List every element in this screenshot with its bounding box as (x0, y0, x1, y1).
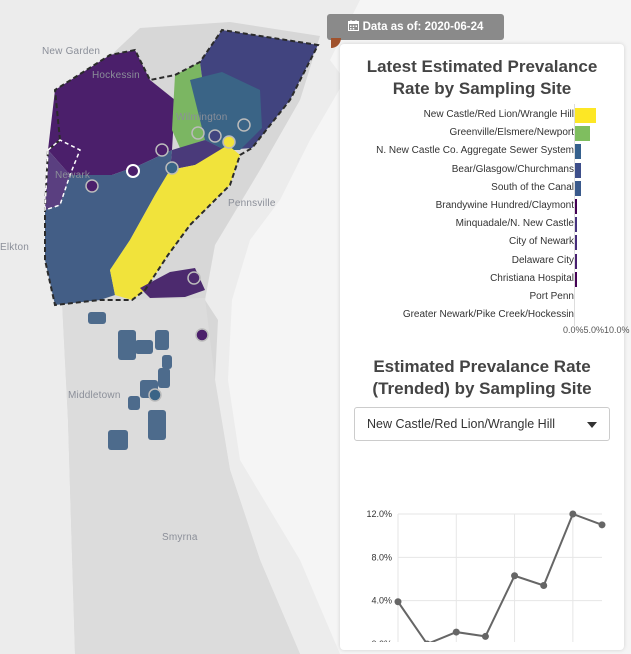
bar-label: City of Newark (508, 236, 574, 248)
bar[interactable] (575, 217, 578, 233)
data-point[interactable] (452, 628, 460, 636)
bar-axis-tick-labels: 0.0%5.0%10.0% (563, 325, 630, 335)
south-county-region (62, 298, 300, 654)
region-new-castle-red-lion-wrangle-hill[interactable] (110, 145, 240, 300)
bar[interactable] (575, 199, 578, 214)
bar[interactable] (575, 126, 590, 142)
bar-axis-line (574, 104, 575, 326)
bar-label: N. New Castle Co. Aggregate Sewer System (376, 145, 574, 157)
bar[interactable] (575, 162, 582, 178)
site-marker[interactable] (155, 143, 169, 157)
site-marker[interactable] (165, 161, 179, 175)
y-tick-label: 12.0% (366, 509, 392, 519)
y-tick-label: 0.0% (371, 639, 392, 642)
data-point[interactable] (569, 510, 577, 518)
data-point[interactable] (540, 582, 548, 589)
trend-chart-title-line2: (Trended) by Sampling Site (372, 379, 592, 398)
county-dashed-outline (44, 28, 320, 307)
bar-label: Greater Newark/Pike Creek/Hockessin (402, 309, 574, 321)
data-point[interactable] (598, 521, 606, 529)
place-label: Elkton (0, 242, 29, 253)
bar-chart-title-line2: Rate by Sampling Site (392, 79, 572, 98)
info-panel: Latest Estimated Prevalance Rate by Samp… (340, 44, 630, 650)
bar-chart-title-line1: Latest Estimated Prevalance (366, 57, 598, 76)
sampling-site-markers[interactable] (85, 118, 251, 402)
newark-dashed-outline (44, 139, 81, 212)
bar-chart-title: Latest Estimated Prevalance Rate by Samp… (340, 56, 624, 100)
caret-down-icon (587, 422, 597, 428)
y-tick-label: 8.0% (371, 552, 392, 562)
data-point[interactable] (424, 640, 431, 643)
data-point[interactable] (394, 598, 402, 606)
site-marker[interactable] (148, 388, 162, 402)
region-bear-glasgow-churchmans[interactable] (45, 150, 172, 305)
bar[interactable] (575, 253, 577, 269)
bar[interactable] (575, 235, 578, 251)
site-select-dropdown[interactable]: New Castle/Red Lion/Wrangle Hill (354, 407, 610, 441)
bar-label: Greenville/Elsmere/Newport (449, 127, 575, 139)
place-label: Middletown (68, 390, 121, 401)
bar-label: Christiana Hospital (490, 272, 574, 284)
south-of-canal-parcels[interactable] (88, 312, 172, 450)
corner-marker (331, 38, 341, 48)
y-tick-label: 4.0% (371, 596, 392, 606)
data-date-text: Data as of: 2020-06-24 (362, 21, 484, 33)
region-greater-newark-pike-creek-hockessin[interactable] (48, 50, 175, 175)
site-marker[interactable] (187, 271, 201, 285)
trend-chart-title: Estimated Prevalance Rate (Trended) by S… (340, 356, 624, 400)
calendar-icon (347, 20, 359, 34)
prevalence-bar-chart[interactable]: 0.0%5.0%10.0% New Castle/Red Lion/Wrangl… (340, 104, 630, 344)
site-marker[interactable] (208, 129, 222, 143)
trend-chart-title-line1: Estimated Prevalance Rate (373, 357, 591, 376)
series-line (397, 512, 603, 642)
site-marker[interactable] (222, 135, 236, 149)
data-point[interactable] (481, 632, 489, 640)
bar-label: Port Penn (529, 291, 574, 302)
bar[interactable] (575, 144, 582, 160)
site-marker[interactable] (195, 328, 209, 342)
bar-label: Delaware City (511, 254, 574, 266)
bar-label: New Castle/Red Lion/Wrangle Hill (423, 109, 574, 120)
region-city-of-newark[interactable] (45, 150, 70, 210)
bar-label: Brandywine Hundred/Claymont (435, 200, 574, 211)
data-date-badge: Data as of: 2020-06-24 (327, 14, 504, 40)
place-label: Newark (55, 170, 91, 181)
bar[interactable] (575, 180, 581, 196)
place-label: Smyrna (162, 532, 198, 543)
site-marker[interactable] (237, 118, 251, 132)
bar-label: South of the Canal (491, 181, 574, 193)
place-label: Hockessin (92, 70, 140, 81)
region-minquadale-n-new-castle[interactable] (170, 140, 225, 170)
site-marker[interactable] (85, 179, 99, 193)
place-label: Pennsville (228, 198, 276, 209)
site-marker[interactable] (126, 164, 140, 178)
trend-line-chart[interactable]: 0.0%4.0%8.0%12.0%05/0605/2106/0306/17 (352, 452, 614, 642)
site-marker[interactable] (191, 126, 205, 140)
place-label: New Garden (42, 46, 101, 57)
site-select-value: New Castle/Red Lion/Wrangle Hill (367, 417, 556, 431)
bar[interactable] (575, 271, 577, 287)
bar-label: Minquadale/N. New Castle (455, 218, 574, 230)
bar-label: Bear/Glasgow/Churchmans (451, 163, 574, 175)
data-point[interactable] (511, 572, 519, 580)
place-label: Wilmington (176, 112, 228, 123)
bar[interactable] (575, 108, 596, 123)
